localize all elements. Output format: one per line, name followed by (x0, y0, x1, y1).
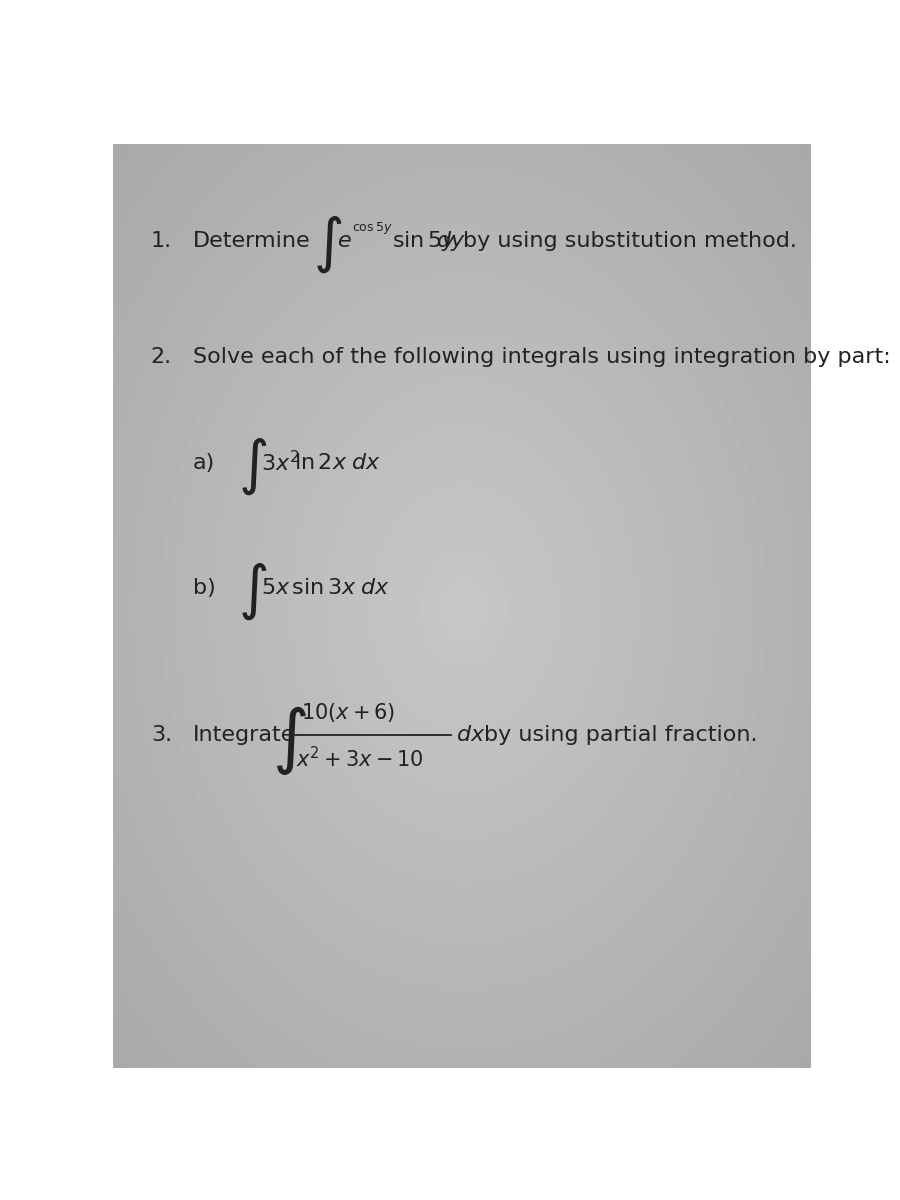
Text: a): a) (193, 452, 215, 473)
Text: $3x^2$: $3x^2$ (261, 450, 300, 475)
Text: 1.: 1. (151, 232, 172, 251)
Text: $\mathrm{ln}\,2x\;dx$: $\mathrm{ln}\,2x\;dx$ (293, 452, 381, 473)
Text: $\int$: $\int$ (313, 215, 343, 275)
Text: b): b) (193, 577, 215, 598)
Text: Determine: Determine (193, 232, 310, 251)
Text: $\mathrm{sin\,5}y$: $\mathrm{sin\,5}y$ (392, 229, 456, 253)
Text: $dy$: $dy$ (436, 229, 465, 253)
Text: $dx$: $dx$ (455, 725, 485, 745)
Text: $5x\,\mathrm{sin}\,3x\;dx$: $5x\,\mathrm{sin}\,3x\;dx$ (261, 577, 391, 598)
Text: 2.: 2. (151, 347, 172, 366)
Text: $x^2+3x-10$: $x^2+3x-10$ (296, 746, 424, 772)
Text: Integrate: Integrate (193, 725, 295, 745)
Text: $\mathrm{cos\,5}y$: $\mathrm{cos\,5}y$ (352, 220, 392, 236)
Text: $\int$: $\int$ (272, 704, 306, 778)
Text: by using partial fraction.: by using partial fraction. (483, 725, 757, 745)
Text: by using substitution method.: by using substitution method. (464, 232, 797, 251)
Text: 3.: 3. (151, 725, 172, 745)
Text: $e$: $e$ (338, 232, 352, 251)
Text: $10(x+6)$: $10(x+6)$ (301, 701, 395, 724)
Text: Solve each of the following integrals using integration by part:: Solve each of the following integrals us… (193, 347, 890, 366)
Text: $\int$: $\int$ (238, 560, 267, 622)
Text: $\int$: $\int$ (238, 436, 267, 497)
